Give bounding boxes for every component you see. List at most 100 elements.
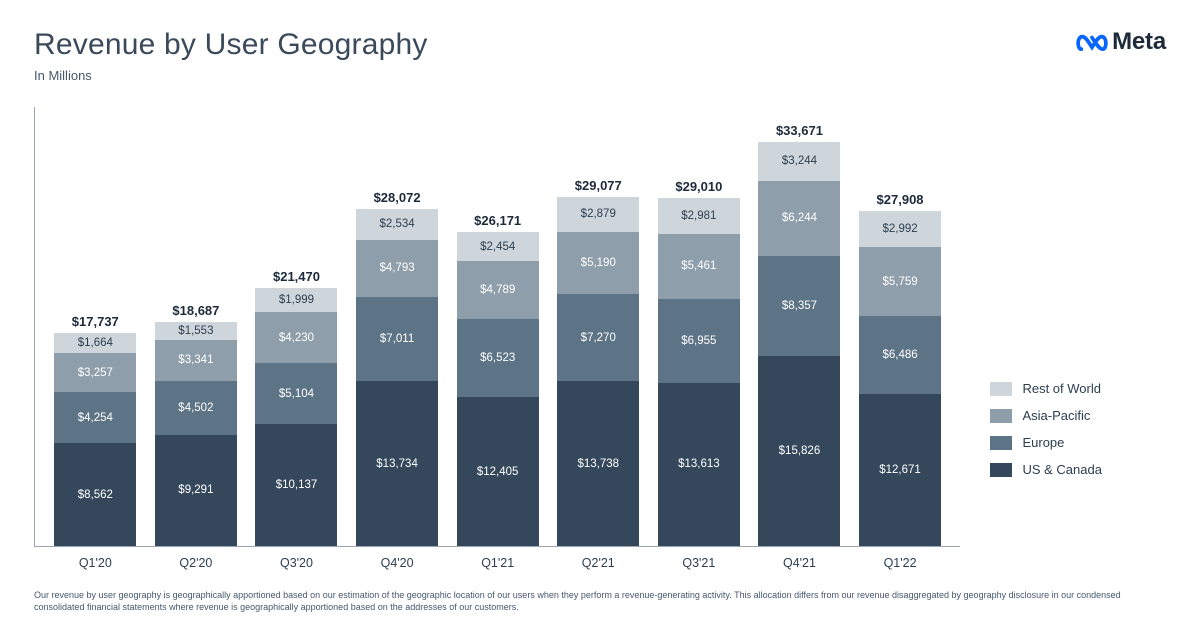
segment-value-label: $13,613 bbox=[678, 458, 720, 470]
bar-segment-rest: $2,879 bbox=[557, 197, 639, 232]
chart-area: $17,737$8,562$4,254$3,257$1,664$18,687$9… bbox=[34, 107, 1166, 547]
bar-stack: $9,291 $4,502 $3,341 $1,553 bbox=[155, 322, 237, 546]
segment-value-label: $4,230 bbox=[279, 332, 314, 344]
bar-segment-rest: $3,244 bbox=[758, 142, 840, 181]
segment-value-label: $5,461 bbox=[681, 260, 716, 272]
bar-segment-asia_pacific: $5,190 bbox=[557, 232, 639, 294]
bar-total-label: $18,687 bbox=[172, 303, 219, 318]
x-axis-label: Q2'21 bbox=[557, 556, 639, 570]
bar-segment-asia_pacific: $3,341 bbox=[155, 340, 237, 380]
segment-value-label: $3,257 bbox=[78, 367, 113, 379]
bar-column: $29,077$13,738$7,270$5,190$2,879 bbox=[557, 178, 639, 546]
segment-value-label: $7,011 bbox=[380, 333, 414, 345]
legend-item-asia_pacific: Asia-Pacific bbox=[990, 408, 1166, 423]
segment-value-label: $2,981 bbox=[681, 210, 716, 222]
bar-stack: $10,137 $5,104 $4,230 $1,999 bbox=[255, 288, 337, 546]
bar-segment-rest: $2,992 bbox=[859, 211, 941, 247]
bar-segment-europe: $7,270 bbox=[557, 294, 639, 381]
bar-column: $29,010 $13,613 $6,955 $5,461 $2,981 bbox=[658, 179, 740, 546]
title-block: Revenue by User Geography In Millions bbox=[34, 28, 428, 83]
x-axis-label: Q3'21 bbox=[658, 556, 740, 570]
legend-item-us_canada: US & Canada bbox=[990, 462, 1166, 477]
segment-value-label: $5,190 bbox=[581, 257, 616, 269]
bar-column: $17,737$8,562$4,254$3,257$1,664 bbox=[54, 314, 136, 546]
bar-segment-asia_pacific: $4,789 bbox=[457, 261, 539, 318]
x-axis-label: Q1'22 bbox=[859, 556, 941, 570]
segment-value-label: $2,992 bbox=[882, 223, 917, 235]
brand-logo: Meta bbox=[1076, 28, 1166, 56]
x-axis-label: Q1'20 bbox=[54, 556, 136, 570]
x-axis-label: Q3'20 bbox=[255, 556, 337, 570]
segment-value-label: $5,759 bbox=[882, 276, 917, 288]
segment-value-label: $8,357 bbox=[782, 300, 817, 312]
segment-value-label: $3,244 bbox=[782, 155, 817, 167]
x-axis-label: Q1'21 bbox=[457, 556, 539, 570]
bar-stack: $8,562 $4,254 $3,257 $1,664 bbox=[54, 333, 136, 546]
segment-value-label: $6,486 bbox=[882, 349, 917, 361]
bar-segment-asia_pacific: $5,759 bbox=[859, 247, 941, 316]
legend-item-europe: Europe bbox=[990, 435, 1166, 450]
bar-segment-us_canada: $13,738 bbox=[557, 381, 639, 546]
chart-plot: $17,737$8,562$4,254$3,257$1,664$18,687$9… bbox=[34, 107, 960, 547]
segment-value-label: $1,553 bbox=[178, 325, 213, 337]
bar-segment-us_canada: $12,671 bbox=[859, 394, 941, 546]
bar-column: $28,072 $13,734 $7,011 $4,793 $2,534 bbox=[356, 190, 438, 546]
bar-segment-us_canada: $15,826 bbox=[758, 356, 840, 546]
bar-segment-europe: $6,523 bbox=[457, 319, 539, 397]
legend-label: Rest of World bbox=[1022, 381, 1101, 396]
bar-total-label: $28,072 bbox=[374, 190, 421, 205]
segment-value-label: $6,523 bbox=[480, 352, 515, 364]
bar-segment-europe: $8,357 bbox=[758, 256, 840, 356]
header: Revenue by User Geography In Millions Me… bbox=[34, 28, 1166, 83]
bar-segment-us_canada: $9,291 bbox=[155, 435, 237, 546]
page-title: Revenue by User Geography bbox=[34, 28, 428, 62]
segment-value-label: $4,793 bbox=[379, 262, 414, 274]
bar-segment-asia_pacific: $5,461 bbox=[658, 234, 740, 300]
bar-segment-us_canada: $12,405 bbox=[457, 397, 539, 546]
bar-segment-us_canada: $10,137 bbox=[255, 424, 337, 546]
brand-name: Meta bbox=[1112, 28, 1166, 56]
segment-value-label: $5,104 bbox=[279, 388, 314, 400]
bar-column: $26,171$12,405$6,523$4,789$2,454 bbox=[457, 213, 539, 546]
bar-segment-asia_pacific: $4,793 bbox=[356, 240, 438, 298]
segment-value-label: $2,879 bbox=[581, 208, 616, 220]
bar-segment-us_canada: $13,613 bbox=[658, 383, 740, 546]
bar-segment-europe: $4,502 bbox=[155, 381, 237, 435]
bar-segment-rest: $2,981 bbox=[658, 198, 740, 234]
bar-stack: $13,734 $7,011 $4,793 $2,534 bbox=[356, 209, 438, 546]
legend-label: Europe bbox=[1022, 435, 1064, 450]
segment-value-label: $3,341 bbox=[178, 354, 213, 366]
bar-stack: $12,671 $6,486 $5,759 $2,992 bbox=[859, 211, 941, 546]
bar-segment-europe: $4,254 bbox=[54, 392, 136, 443]
bar-segment-europe: $7,011 bbox=[356, 297, 438, 381]
segment-value-label: $1,664 bbox=[78, 337, 113, 349]
bar-segment-asia_pacific: $6,244 bbox=[758, 181, 840, 256]
segment-value-label: $2,534 bbox=[379, 218, 414, 230]
bar-stack: $13,613 $6,955 $5,461 $2,981 bbox=[658, 198, 740, 546]
bar-column: $18,687 $9,291 $4,502 $3,341 $1,553 bbox=[155, 303, 237, 546]
bar-segment-europe: $6,955 bbox=[658, 299, 740, 382]
bar-stack: $12,405$6,523$4,789$2,454 bbox=[457, 232, 539, 546]
segment-value-label: $13,738 bbox=[577, 458, 619, 470]
legend-swatch bbox=[990, 463, 1012, 477]
bar-segment-rest: $1,664 bbox=[54, 333, 136, 353]
segment-value-label: $1,999 bbox=[279, 294, 314, 306]
legend-swatch bbox=[990, 436, 1012, 450]
bar-stack: $15,826 $8,357 $6,244 $3,244 bbox=[758, 142, 840, 546]
segment-value-label: $9,291 bbox=[178, 484, 213, 496]
segment-value-label: $8,562 bbox=[78, 489, 113, 501]
legend-swatch bbox=[990, 382, 1012, 396]
segment-value-label: $4,502 bbox=[178, 402, 213, 414]
x-axis: Q1'20Q2'20Q3'20Q4'20Q1'21Q2'21Q3'21Q4'21… bbox=[35, 556, 960, 570]
footnote: Our revenue by user geography is geograp… bbox=[34, 589, 1166, 613]
bar-segment-us_canada: $13,734 bbox=[356, 381, 438, 546]
segment-value-label: $6,955 bbox=[681, 335, 716, 347]
segment-value-label: $13,734 bbox=[376, 458, 418, 470]
bar-total-label: $26,171 bbox=[474, 213, 521, 228]
segment-value-label: $15,826 bbox=[779, 445, 821, 457]
bar-segment-europe: $5,104 bbox=[255, 363, 337, 424]
bar-total-label: $29,010 bbox=[675, 179, 722, 194]
bar-container: $17,737$8,562$4,254$3,257$1,664$18,687$9… bbox=[35, 126, 960, 546]
segment-value-label: $12,671 bbox=[879, 464, 921, 476]
x-axis-label: Q4'20 bbox=[356, 556, 438, 570]
